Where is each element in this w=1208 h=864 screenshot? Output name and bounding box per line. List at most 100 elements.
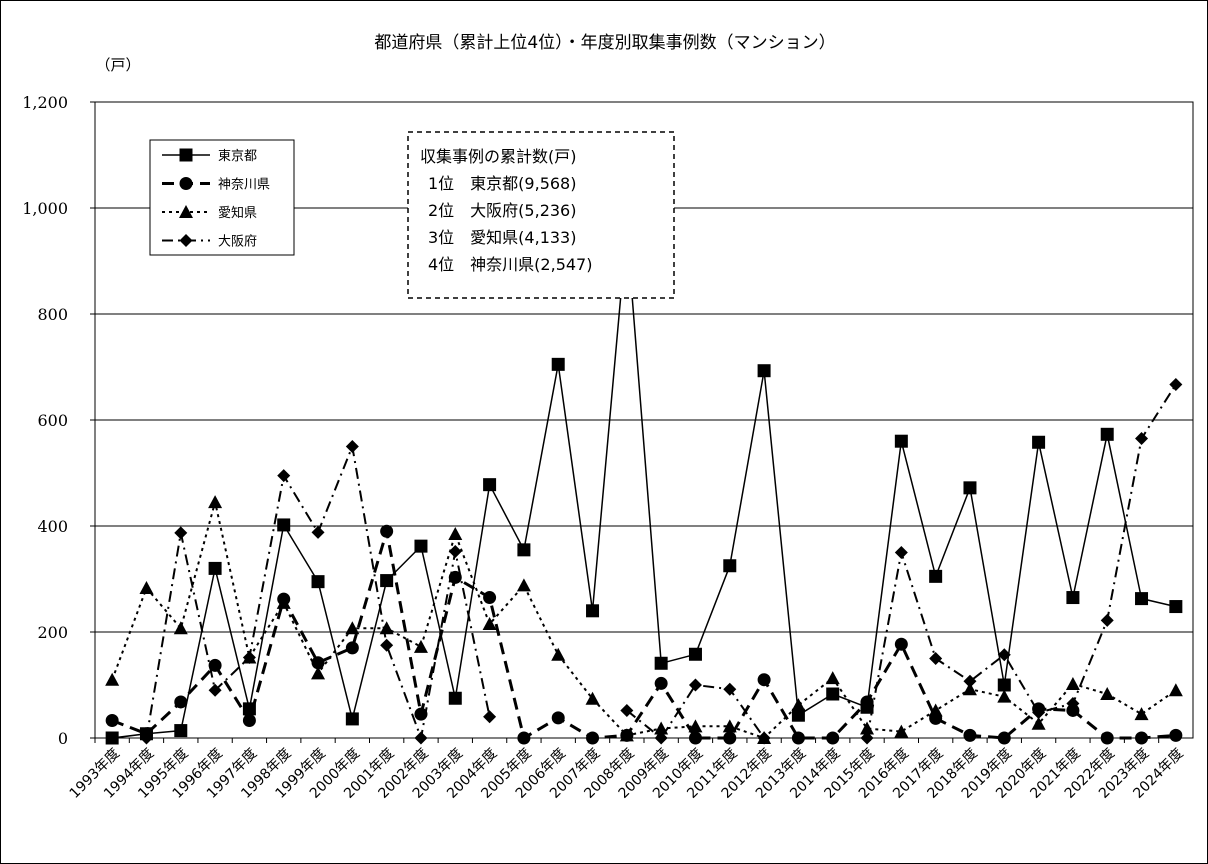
- data-point-愛知県: [585, 691, 600, 705]
- data-point-大阪府: [483, 710, 497, 724]
- data-point-愛知県: [1065, 676, 1080, 690]
- data-point-東京都: [586, 604, 600, 618]
- data-point-愛知県: [173, 621, 188, 635]
- data-point-東京都: [483, 478, 497, 492]
- data-point-神奈川県: [208, 658, 222, 672]
- data-point-愛知県: [242, 650, 257, 664]
- data-point-愛知県: [413, 639, 428, 653]
- data-point-神奈川県: [517, 731, 531, 745]
- data-point-神奈川県: [757, 673, 771, 687]
- note-line: 収集事例の累計数(戸): [420, 147, 577, 166]
- data-point-愛知県: [551, 647, 566, 661]
- data-point-東京都: [174, 724, 188, 738]
- data-point-神奈川県: [723, 731, 737, 745]
- legend-label: 大阪府: [218, 235, 257, 250]
- data-point-大阪府: [414, 731, 428, 745]
- series-markers: [105, 222, 1183, 745]
- data-point-大阪府: [860, 731, 874, 745]
- note-line: 1位 東京都(9,568): [428, 174, 576, 193]
- legend-label: 東京都: [218, 148, 257, 164]
- data-point-東京都: [963, 481, 977, 495]
- data-point-愛知県: [722, 719, 737, 733]
- data-point-神奈川県: [963, 728, 977, 742]
- data-point-神奈川県: [311, 656, 325, 670]
- data-point-東京都: [1169, 600, 1183, 614]
- data-point-東京都: [688, 647, 702, 661]
- data-point-東京都: [1100, 427, 1114, 441]
- legend-label: 愛知県: [218, 205, 257, 221]
- data-point-大阪府: [620, 703, 634, 717]
- data-point-大阪府: [174, 526, 188, 540]
- y-axis-unit-label: （戸）: [95, 56, 140, 74]
- data-point-東京都: [757, 364, 771, 378]
- data-point-愛知県: [105, 672, 120, 686]
- legend-label: 神奈川県: [218, 178, 270, 193]
- data-point-大阪府: [1135, 432, 1149, 446]
- data-point-大阪府: [654, 731, 668, 745]
- data-point-東京都: [826, 687, 840, 701]
- data-point-東京都: [860, 700, 874, 714]
- data-point-神奈川県: [997, 731, 1011, 745]
- data-point-神奈川県: [174, 695, 188, 709]
- data-point-愛知県: [860, 721, 875, 735]
- data-point-愛知県: [654, 721, 669, 735]
- data-point-東京都: [654, 656, 668, 670]
- series-line-東京都: [112, 228, 1176, 739]
- data-point-東京都: [1066, 591, 1080, 605]
- data-point-愛知県: [997, 689, 1012, 703]
- data-point-神奈川県: [414, 707, 428, 721]
- y-tick-label: 800: [37, 305, 68, 324]
- legend-marker: [179, 234, 193, 247]
- data-point-大阪府: [894, 546, 908, 559]
- series-line-神奈川県: [111, 529, 1176, 740]
- data-point-愛知県: [1168, 683, 1183, 697]
- data-point-神奈川県: [688, 731, 702, 745]
- data-point-大阪府: [448, 544, 462, 558]
- y-tick-label: 0: [58, 729, 68, 748]
- data-point-神奈川県: [380, 524, 394, 538]
- data-point-東京都: [105, 731, 119, 745]
- data-point-東京都: [1032, 435, 1046, 449]
- legend-marker: [179, 177, 193, 190]
- data-point-東京都: [311, 575, 325, 589]
- data-point-大阪府: [208, 683, 222, 697]
- data-point-大阪府: [345, 440, 359, 453]
- data-point-大阪府: [723, 682, 737, 696]
- data-point-大阪府: [277, 469, 291, 483]
- data-point-愛知県: [482, 617, 497, 631]
- data-point-愛知県: [1134, 707, 1149, 721]
- data-point-愛知県: [208, 495, 223, 509]
- data-point-東京都: [929, 569, 943, 583]
- data-point-神奈川県: [1135, 731, 1149, 745]
- data-point-東京都: [1135, 592, 1149, 606]
- data-point-東京都: [448, 691, 462, 705]
- chart-title: 都道府県（累計上位4位）・年度別取集事例数（マンション）: [374, 33, 835, 53]
- data-point-神奈川県: [586, 731, 600, 745]
- series-line-愛知県: [111, 501, 1177, 739]
- data-point-東京都: [894, 434, 908, 448]
- data-point-神奈川県: [894, 637, 908, 651]
- data-point-神奈川県: [654, 676, 668, 690]
- data-point-東京都: [242, 702, 256, 716]
- data-point-東京都: [345, 712, 359, 726]
- data-point-神奈川県: [620, 728, 634, 742]
- data-point-神奈川県: [448, 570, 462, 584]
- data-point-大阪府: [688, 678, 702, 692]
- data-point-東京都: [517, 543, 531, 557]
- y-tick-label: 1,200: [22, 93, 68, 112]
- data-point-大阪府: [1169, 377, 1183, 391]
- legend-box: [149, 139, 295, 256]
- note-line: 4位 神奈川県(2,547): [428, 255, 592, 274]
- x-axis-ticks: 1993年度1994年度1995年度1996年度1997年度1998年度1999…: [67, 746, 1187, 802]
- y-tick-label: 600: [37, 411, 68, 430]
- data-point-愛知県: [791, 698, 806, 712]
- data-point-神奈川県: [1032, 702, 1046, 716]
- data-point-神奈川県: [791, 731, 805, 745]
- data-point-大阪府: [380, 638, 394, 652]
- data-point-神奈川県: [1100, 731, 1114, 745]
- y-axis-ticks: 0 200 400 600 800 1,000 1,200: [22, 93, 68, 748]
- data-point-神奈川県: [483, 591, 497, 605]
- series-lines: [111, 228, 1177, 740]
- data-point-東京都: [414, 539, 428, 553]
